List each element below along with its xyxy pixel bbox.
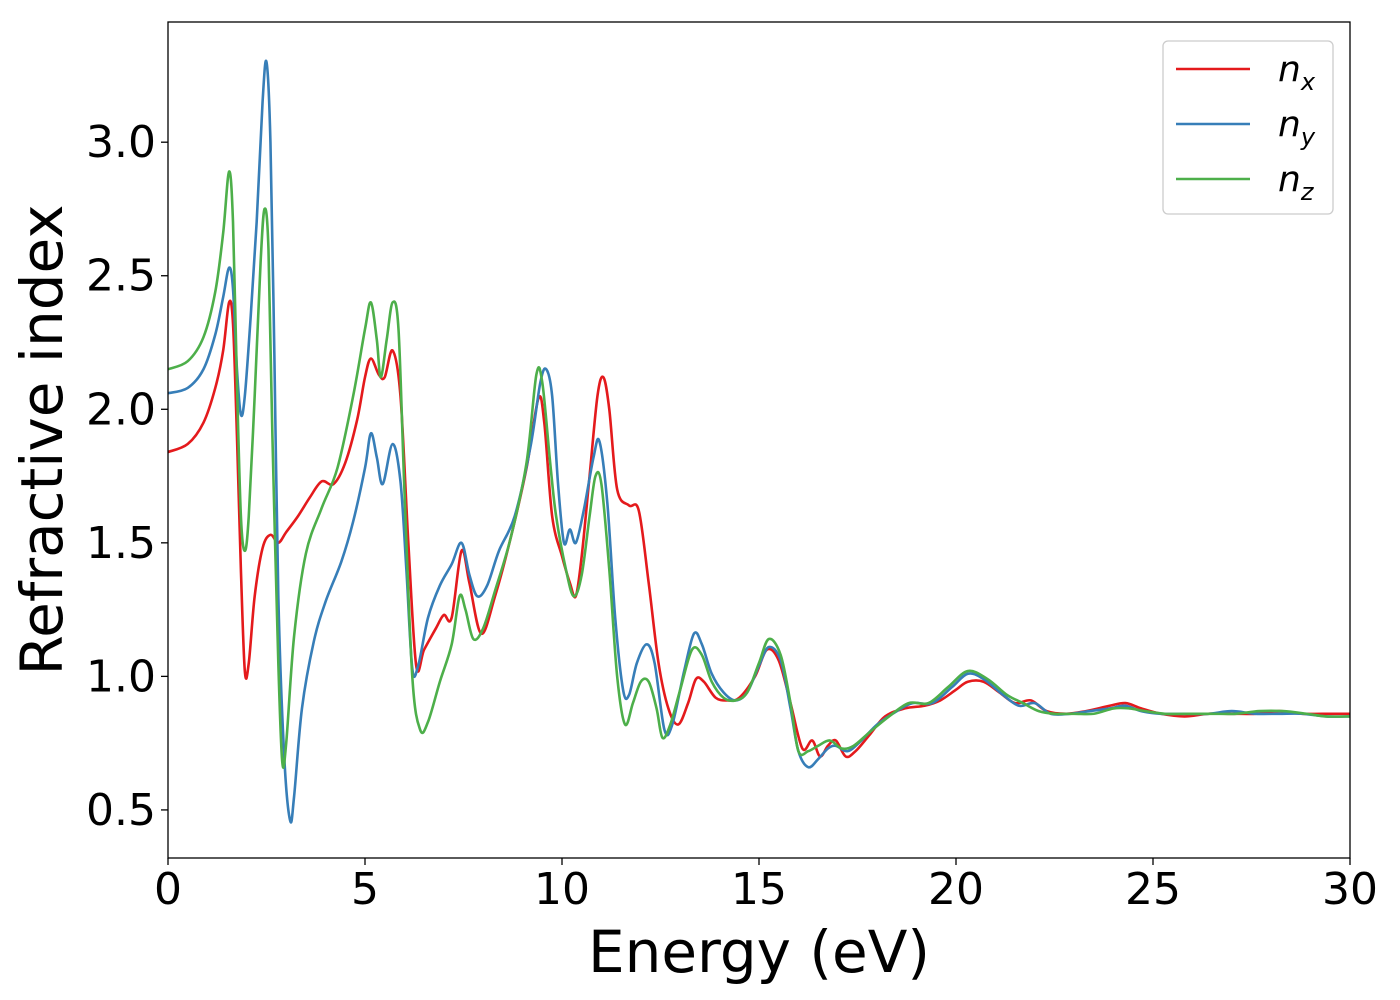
x-tick-label: 25 [1125, 864, 1181, 915]
legend: nx ny nz [1162, 40, 1334, 215]
x-tick-label: 20 [928, 864, 984, 915]
y-tick-label: 2.0 [86, 384, 156, 435]
x-tick-label: 10 [534, 864, 590, 915]
legend-label-nx: nx [1278, 49, 1316, 96]
ticks-layer: 0 5 10 15 20 25 30 0.5 1.0 1.5 2.0 2.5 3.0 [86, 117, 1378, 915]
legend-label-ny: ny [1278, 104, 1316, 151]
x-tick-label: 15 [731, 864, 787, 915]
legend-label-nz: nz [1278, 159, 1315, 206]
y-axis-label: Refractive index [8, 204, 76, 675]
x-tick-label: 5 [351, 864, 379, 915]
x-axis-label: Energy (eV) [588, 918, 930, 986]
series-layer [167, 59, 1351, 824]
series-line-ny [167, 59, 1351, 824]
series-line-nz [167, 170, 1351, 769]
y-tick-label: 0.5 [86, 785, 156, 836]
y-tick-label: 1.5 [86, 518, 156, 569]
y-tick-label: 2.5 [86, 251, 156, 302]
y-tick-label: 3.0 [86, 117, 156, 168]
x-tick-label: 30 [1322, 864, 1378, 915]
x-tick-label: 0 [154, 864, 182, 915]
legend-box [1162, 40, 1334, 215]
plot-area [168, 22, 1350, 858]
y-tick-label: 1.0 [86, 651, 156, 702]
plot-frame [167, 21, 1351, 859]
